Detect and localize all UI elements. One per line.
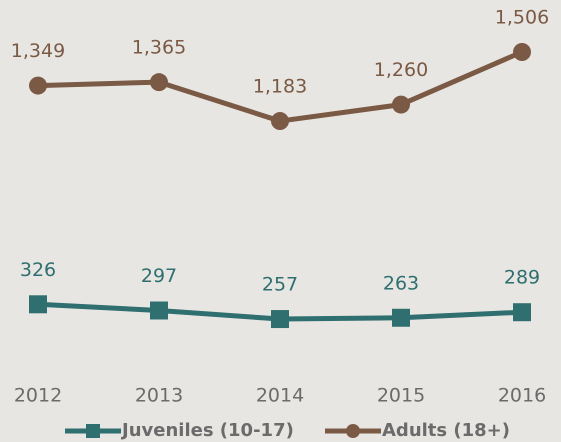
data-label: 1,365 <box>132 37 186 59</box>
legend-marker <box>86 424 100 438</box>
data-label: 1,349 <box>11 40 65 62</box>
marker <box>392 308 410 327</box>
data-label: 289 <box>504 267 540 289</box>
marker <box>271 112 289 131</box>
data-label: 326 <box>20 259 56 281</box>
data-label: 1,183 <box>253 76 307 98</box>
data-label: 263 <box>383 272 419 294</box>
legend-marker <box>346 424 360 438</box>
x-tick-label: 2016 <box>498 385 546 407</box>
x-tick-label: 2013 <box>135 385 183 407</box>
x-tick-label: 2015 <box>377 385 425 407</box>
data-label: 1,260 <box>374 59 428 81</box>
marker <box>271 310 289 329</box>
marker <box>150 301 168 320</box>
x-tick-label: 2014 <box>256 385 304 407</box>
marker <box>513 43 531 61</box>
data-label: 297 <box>141 265 177 287</box>
marker <box>150 73 168 92</box>
marker <box>29 76 47 95</box>
marker <box>29 295 47 314</box>
legend-text: Adults (18+) <box>382 420 510 441</box>
marker <box>513 303 531 322</box>
data-label: 257 <box>262 274 298 296</box>
x-tick-label: 2012 <box>14 385 62 407</box>
marker <box>392 95 410 114</box>
data-label: 1,506 <box>495 7 549 29</box>
legend-text: Juveniles (10-17) <box>120 420 294 441</box>
